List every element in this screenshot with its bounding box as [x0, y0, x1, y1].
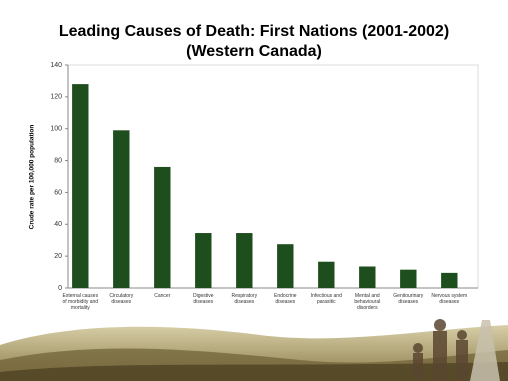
y-tick-label: 20 — [54, 253, 62, 260]
bar — [400, 269, 417, 288]
y-tick-label: 40 — [54, 221, 62, 228]
x-tick-label: Digestive diseases — [193, 293, 214, 305]
bar — [113, 130, 130, 288]
bar — [277, 244, 294, 288]
bar — [236, 233, 253, 288]
bar — [72, 84, 89, 288]
bar — [195, 233, 212, 288]
x-tick-label: Respiratory diseases — [231, 293, 258, 305]
chart-title: Leading Causes of Death: First Nations (… — [59, 23, 449, 40]
x-tick-label: Endocrine diseases — [274, 293, 297, 305]
bar — [441, 272, 458, 288]
figures — [413, 319, 500, 381]
landscape — [0, 362, 508, 381]
bar — [154, 166, 171, 288]
x-tick-label: Cancer — [154, 293, 171, 299]
y-tick-label: 0 — [58, 285, 62, 292]
chart-subtitle: (Western Canada) — [186, 43, 322, 60]
x-tick-label: Mental and behavioural disorders — [354, 293, 381, 311]
x-tick-label: Infectious and parasitic — [310, 293, 342, 305]
y-tick-label: 80 — [54, 157, 62, 164]
bar — [318, 261, 335, 288]
y-tick-label: 120 — [50, 94, 62, 101]
y-tick-label: 140 — [50, 62, 62, 69]
x-tick-label: Circulatory diseases — [109, 293, 134, 305]
y-axis-label: Crude rate per 100,000 population — [29, 125, 36, 230]
bar — [359, 266, 376, 288]
x-tick-label: External causes of morbidity and mortali… — [62, 293, 99, 311]
x-tick-label: Nervous system diseases — [431, 293, 468, 305]
x-tick-label: Genitourinary diseases — [393, 293, 424, 305]
y-tick-label: 60 — [54, 189, 62, 196]
y-tick-label: 100 — [50, 126, 62, 133]
